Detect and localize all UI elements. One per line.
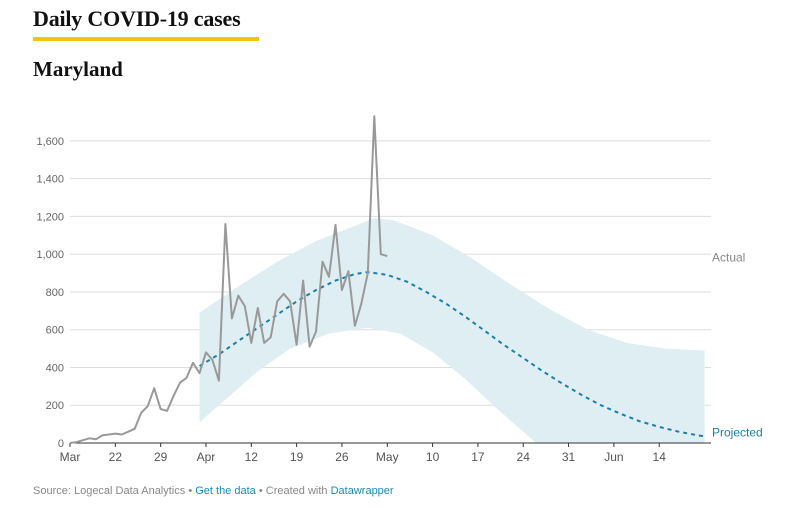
footer-separator: • [188,485,193,497]
projected-series-label: Projected [712,425,763,439]
x-tick-label: 17 [471,450,485,464]
y-tick-label: 400 [46,362,64,374]
x-tick-label: Jun [604,450,623,464]
x-tick-label: 14 [653,450,667,464]
x-tick-label: May [376,450,399,464]
projection-confidence-band [199,218,705,443]
y-tick-label: 1,400 [36,174,64,186]
chart-title: Daily COVID-19 cases [33,6,241,31]
actual-line [69,115,388,444]
title-underline [33,37,259,41]
x-tick-label: 19 [290,450,304,464]
chart-footer: Source: Logecal Data Analytics • Get the… [33,485,394,497]
y-tick-label: 800 [46,287,64,299]
y-tick-label: 1,000 [36,249,64,261]
datawrapper-link[interactable]: Datawrapper [330,485,394,497]
y-tick-label: 600 [46,325,64,337]
x-tick-label: 24 [517,450,531,464]
x-tick-label: 31 [562,450,576,464]
y-tick-label: 200 [46,400,64,412]
x-tick-label: 26 [335,450,349,464]
x-tick-label: 22 [109,450,123,464]
x-tick-label: Mar [60,450,81,464]
y-tick-label: 1,600 [36,136,64,148]
x-tick-label: 12 [245,450,259,464]
y-tick-label: 1,200 [36,211,64,223]
x-tick-label: 10 [426,450,440,464]
y-tick-label: 0 [58,438,64,450]
chart-canvas: 0 200 400 600 800 1,000 1,200 1,400 1,600 Mar 22 29… [36,115,763,464]
get-the-data-link[interactable]: Get the data [195,485,256,497]
x-tick-label: Apr [197,450,216,464]
created-with-text: Created with [265,485,328,497]
projected-line [198,271,705,438]
x-tick-label: 29 [154,450,168,464]
chart-subtitle: Maryland [33,57,123,81]
footer-separator: • [258,485,263,497]
source-text: Source: Logecal Data Analytics [33,485,186,497]
actual-series-label: Actual [712,251,745,265]
chart-header: Daily COVID-19 cases [33,6,259,41]
